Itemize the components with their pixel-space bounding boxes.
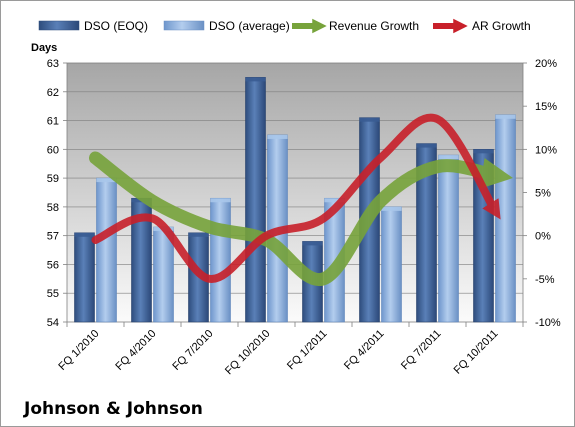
bar-dso-average bbox=[210, 197, 231, 323]
legend-label-ar-growth: AR Growth bbox=[472, 19, 531, 33]
y2-axis-ticks: -10% -5% 0% 5% 10% 15% 20% bbox=[523, 58, 561, 329]
bar-dso-eoq bbox=[245, 77, 266, 323]
chart: DSO (EOQ) DSO (average) Revenue Growth A… bbox=[31, 18, 561, 378]
bar-dso-average bbox=[381, 206, 402, 323]
y-tick-label: 54 bbox=[47, 317, 59, 329]
legend-swatch-dso-average bbox=[163, 20, 205, 31]
y2-tick-label: 5% bbox=[535, 188, 551, 200]
y-tick-label: 55 bbox=[47, 288, 59, 300]
legend-item-dso-eoq: DSO (EOQ) bbox=[38, 19, 148, 33]
x-tick-label: FQ 10/2011 bbox=[452, 328, 501, 377]
bar-dso-average bbox=[438, 154, 459, 323]
x-tick-label: FQ 7/2011 bbox=[399, 328, 444, 373]
y-tick-label: 58 bbox=[47, 202, 59, 214]
legend-item-dso-average: DSO (average) bbox=[163, 19, 290, 33]
y2-tick-label: 10% bbox=[535, 144, 557, 156]
y2-tick-label: 15% bbox=[535, 101, 557, 113]
y2-tick-label: -10% bbox=[535, 317, 561, 329]
y-axis-ticks: 54 55 56 57 58 59 60 61 62 63 bbox=[47, 58, 67, 329]
legend-label-revenue-growth: Revenue Growth bbox=[329, 19, 419, 33]
bar-dso-eoq bbox=[416, 143, 437, 323]
x-tick-label: FQ 7/2010 bbox=[170, 328, 215, 373]
x-tick-label: FQ 10/2010 bbox=[223, 328, 273, 378]
y-tick-label: 57 bbox=[47, 231, 59, 243]
company-name: Johnson & Johnson bbox=[24, 399, 203, 419]
x-axis-ticks: FQ 1/2010 FQ 4/2010 FQ 7/2010 FQ 10/2010 FQ … bbox=[56, 322, 524, 378]
legend-item-ar-growth: AR Growth bbox=[433, 18, 531, 34]
y-tick-label: 63 bbox=[47, 58, 59, 70]
y2-tick-label: 20% bbox=[535, 58, 557, 70]
y-tick-label: 61 bbox=[47, 116, 59, 128]
x-tick-label: FQ 1/2010 bbox=[56, 328, 101, 373]
y-axis-title: Days bbox=[31, 42, 57, 54]
line-ar-growth bbox=[91, 113, 501, 283]
x-tick-label: FQ 1/2011 bbox=[285, 328, 330, 373]
y2-tick-label: -5% bbox=[535, 274, 555, 286]
y-tick-label: 62 bbox=[47, 87, 59, 99]
bar-dso-eoq bbox=[74, 232, 95, 323]
bar-dso-average bbox=[495, 114, 516, 323]
legend-label-dso-eoq: DSO (EOQ) bbox=[84, 19, 148, 33]
legend-item-revenue-growth: Revenue Growth bbox=[292, 18, 419, 34]
y2-tick-label: 0% bbox=[535, 231, 551, 243]
x-tick-label: FQ 4/2010 bbox=[113, 328, 158, 373]
y-tick-label: 60 bbox=[47, 144, 59, 156]
legend-label-dso-average: DSO (average) bbox=[209, 19, 290, 33]
line-revenue-growth bbox=[89, 151, 514, 287]
legend: DSO (EOQ) DSO (average) Revenue Growth A… bbox=[38, 18, 531, 34]
y-tick-label: 56 bbox=[47, 259, 59, 271]
bar-dso-average bbox=[96, 177, 117, 323]
y-tick-label: 59 bbox=[47, 173, 59, 185]
x-tick-label: FQ 4/2011 bbox=[342, 328, 387, 373]
growth-lines bbox=[89, 113, 514, 287]
legend-swatch-dso-eoq bbox=[38, 20, 80, 31]
